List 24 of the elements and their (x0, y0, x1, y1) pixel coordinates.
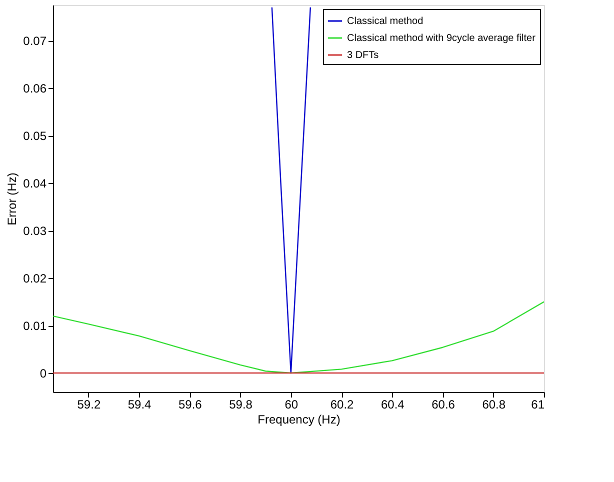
y-axis-title: Error (Hz) (5, 172, 20, 226)
x-axis-title: Frequency (Hz) (258, 412, 340, 426)
y-tick-label: 0.02 (23, 272, 47, 286)
x-tick-label: 59.2 (77, 398, 101, 412)
legend-label: 3 DFTs (347, 50, 379, 61)
x-tick-label: 60.2 (330, 398, 354, 412)
x-tick-label: 59.8 (229, 398, 253, 412)
x-tick-label: 60.4 (380, 398, 405, 412)
y-tick-label: 0.05 (23, 129, 47, 144)
legend-label: Classical method (347, 16, 424, 27)
y-tick-label: 0.07 (23, 34, 47, 48)
y-tick-label: 0.03 (23, 224, 47, 238)
x-tick-label: 60.8 (482, 398, 506, 412)
y-tick-label: 0.01 (23, 319, 47, 334)
x-tick-label: 59.4 (128, 398, 152, 412)
x-tick-label: 60 (284, 398, 298, 412)
x-tick-label: 60.6 (432, 398, 456, 412)
y-tick-label: 0.06 (23, 82, 47, 96)
line-series (53, 301, 544, 374)
x-tick-label: 61 (531, 398, 545, 412)
y-tick-label: 0.04 (23, 176, 47, 191)
legend-label: Classical method with 9cycle average filter (347, 33, 536, 44)
x-tick-label: 59.6 (178, 398, 202, 412)
y-tick-label: 0 (40, 366, 47, 381)
